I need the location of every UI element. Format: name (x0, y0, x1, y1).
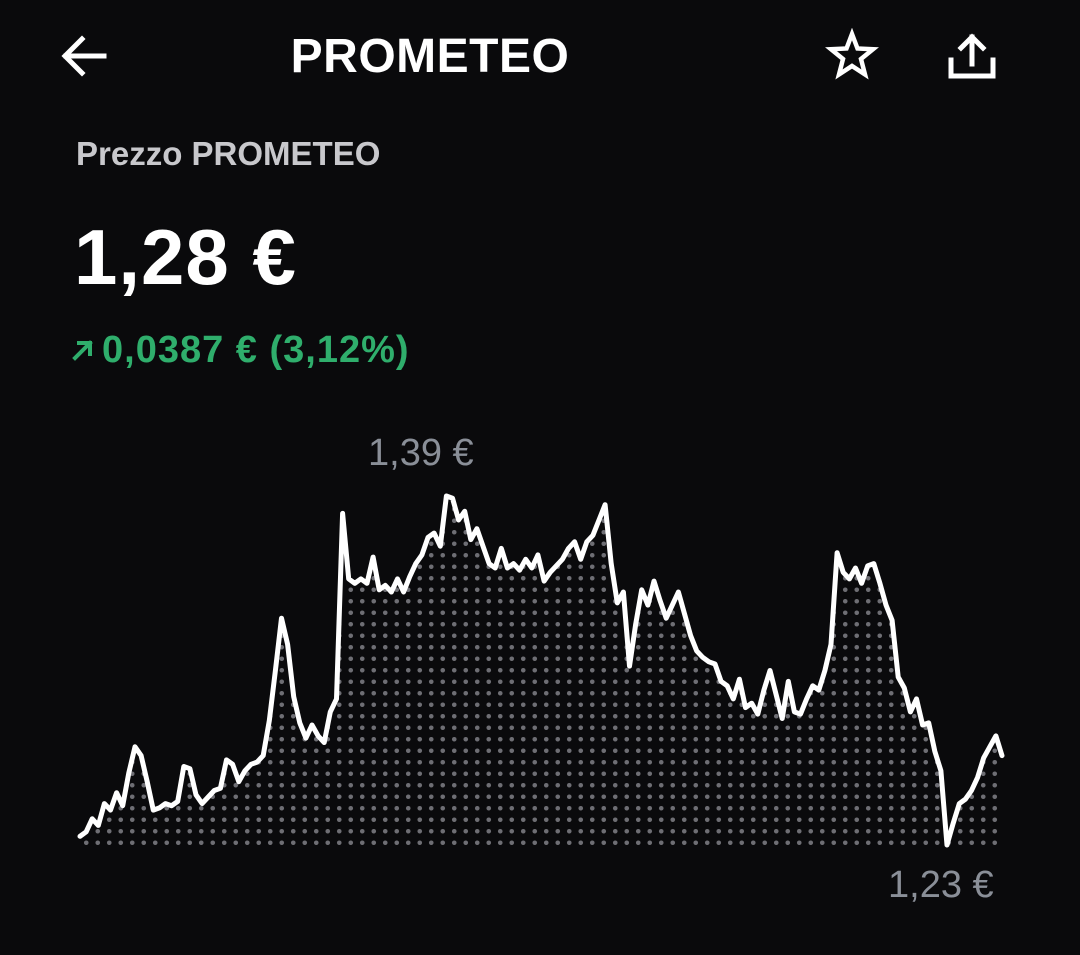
price-chart[interactable] (0, 400, 1080, 955)
price-change-text: 0,0387 € (3,12%) (102, 329, 410, 371)
star-outline-icon (825, 28, 879, 80)
chart-price-line (77, 493, 1005, 848)
favorite-button[interactable] (820, 24, 884, 88)
arrow-left-icon (61, 35, 107, 77)
chart-area-fill (80, 496, 1002, 845)
page-title: PROMETEO (290, 30, 570, 83)
share-button[interactable] (940, 24, 1004, 88)
arrow-up-right-icon (68, 326, 98, 374)
price-change: 0,0387 € (3,12%) (68, 326, 410, 374)
chart-max-label: 1,39 € (368, 432, 474, 474)
share-upload-icon (948, 33, 996, 79)
top-app-bar: PROMETEO (0, 0, 1080, 115)
chart-min-label: 1,23 € (888, 864, 994, 906)
current-price: 1,28 € (74, 213, 297, 301)
price-label: Prezzo PROMETEO (76, 135, 381, 172)
back-button[interactable] (52, 24, 116, 88)
